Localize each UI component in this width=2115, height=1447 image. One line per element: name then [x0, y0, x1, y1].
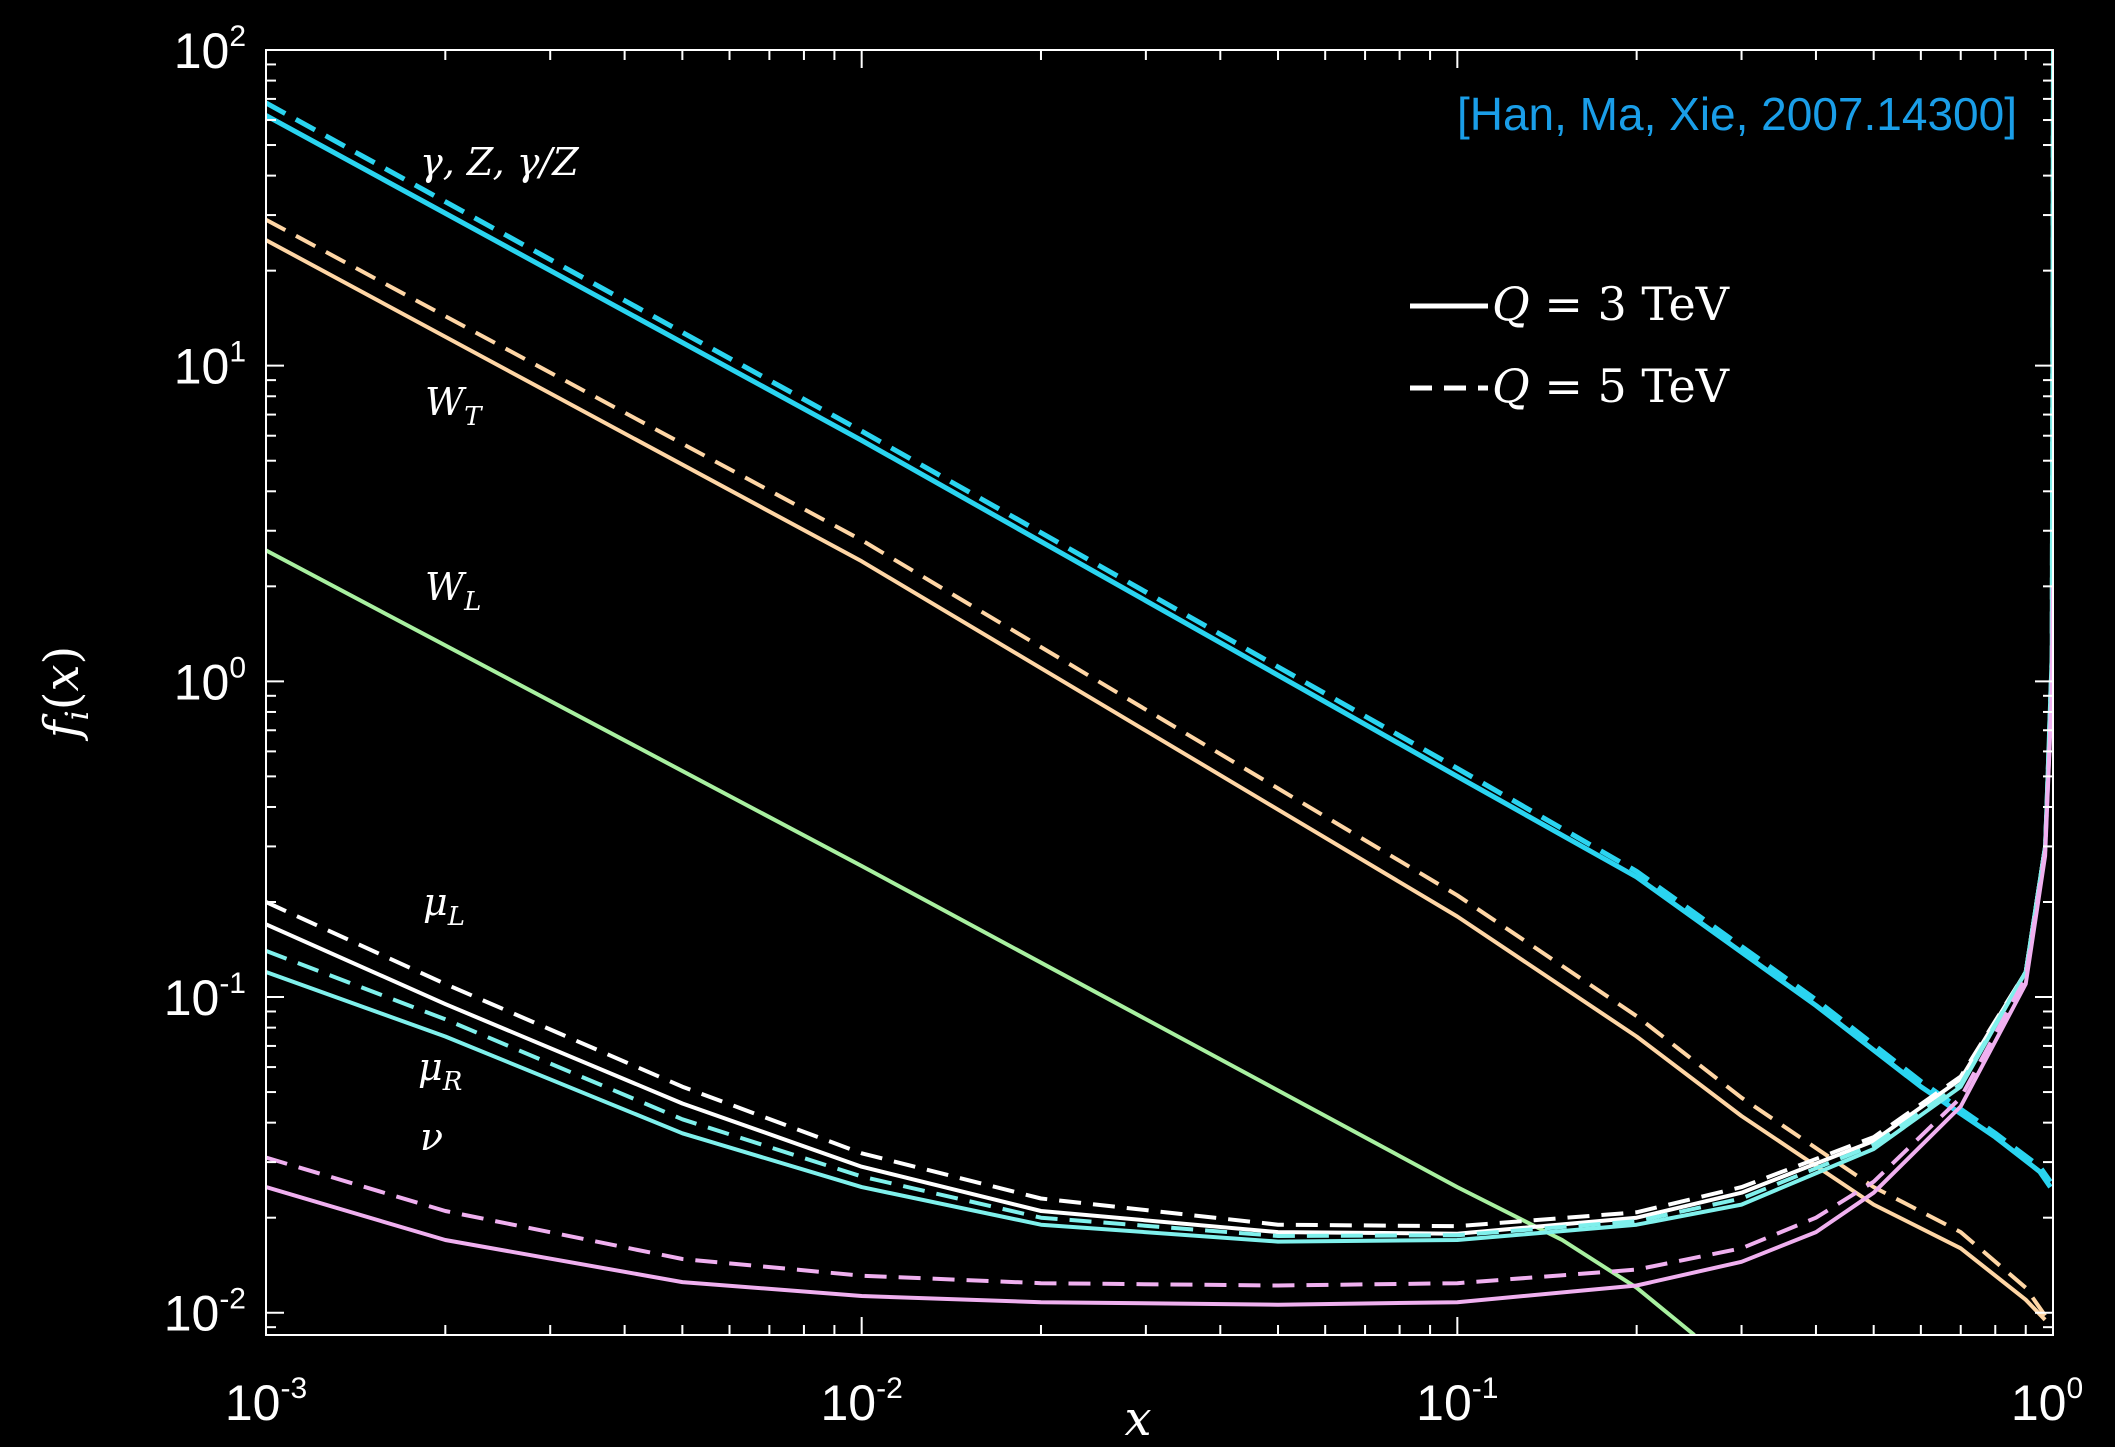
plot-frame — [265, 49, 2054, 1336]
y-axis-title-arg: ( — [34, 692, 90, 711]
series-W_L-solid — [266, 548, 1696, 1335]
tick-labels-layer: 10-3 10-2 10-1 100 10-2 10-1 100 101 102 — [164, 20, 2083, 1431]
y-tick-label: 10-2 — [164, 1283, 246, 1342]
series-nu-dashed — [266, 586, 2053, 1288]
label-nu: ν — [420, 1115, 443, 1159]
citation-label: [Han, Ma, Xie, 2007.14300] — [1457, 88, 2017, 140]
label-mu-r: μR — [418, 1045, 462, 1097]
legend-solid-label: Q = 3 TeV — [1492, 277, 1730, 331]
y-tick-label: 101 — [174, 336, 246, 395]
y-tick-label: 10-1 — [164, 967, 246, 1026]
series-gamma_Z-dashed — [266, 100, 2053, 1184]
y-axis-title: fi(x) — [34, 646, 96, 742]
legend-dashed-label: Q = 5 TeV — [1492, 359, 1730, 413]
x-tick-label: 10-2 — [821, 1372, 903, 1431]
x-tick-label: 10-1 — [1416, 1372, 1498, 1431]
legend: Q = 3 TeV Q = 5 TeV — [1410, 277, 1730, 413]
y-axis-title-sub: i — [58, 710, 96, 720]
x-axis-title: x — [1124, 1391, 1151, 1447]
x-tick-label: 10-3 — [225, 1372, 307, 1431]
x-tick-label: 100 — [2011, 1372, 2083, 1431]
label-gamma-z: γ, Z, γ/Z — [420, 140, 579, 184]
ticks-layer — [265, 50, 2053, 1335]
curves-layer — [266, 50, 2053, 1335]
y-tick-label: 102 — [174, 20, 246, 79]
series-W_T-dashed — [266, 217, 2047, 1317]
series-gamma_Z-solid — [266, 113, 2053, 1189]
series-W_T-solid — [266, 238, 2047, 1322]
y-tick-label: 100 — [174, 651, 246, 710]
